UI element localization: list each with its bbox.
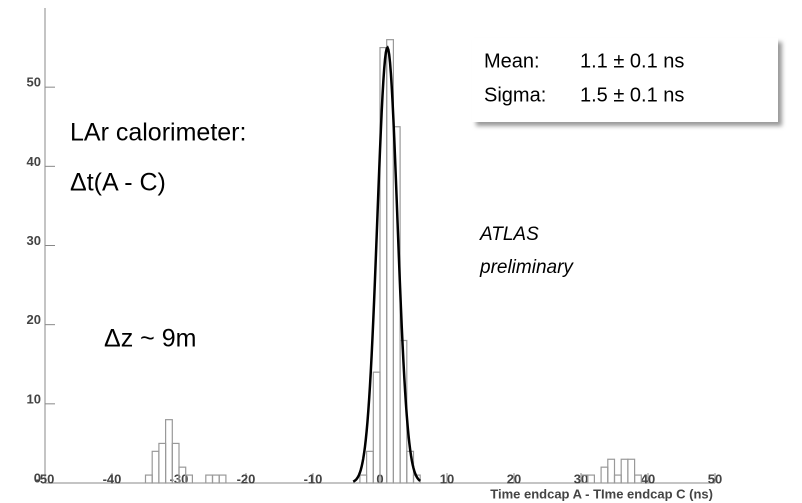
x-tick-label: -40	[103, 471, 122, 486]
x-tick-label: 50	[708, 471, 722, 486]
label-box	[64, 88, 350, 200]
histogram-bar	[359, 474, 368, 484]
histogram-bar	[144, 474, 153, 484]
y-tick-label: 10	[27, 391, 41, 406]
histogram-bar	[613, 474, 622, 484]
x-tick-label: 10	[440, 471, 454, 486]
x-tick-label: 20	[507, 471, 521, 486]
stats-label: Sigma:	[484, 84, 546, 106]
histogram-bar	[607, 458, 616, 484]
stats-value: 1.1 ± 0.1 ns	[580, 50, 684, 72]
histogram-bar	[171, 442, 180, 484]
annotation: preliminary	[479, 257, 574, 278]
histogram-bar	[600, 466, 609, 484]
annotation: Δt(A - C)	[70, 169, 166, 197]
histogram-bar	[627, 458, 636, 484]
y-tick-label: 40	[27, 154, 41, 169]
y-tick-label: 30	[27, 233, 41, 248]
annotation: LAr calorimeter:	[70, 119, 246, 147]
histogram-bar	[185, 474, 193, 484]
histogram-bar	[366, 450, 374, 484]
histogram-bar	[587, 474, 596, 484]
histogram-bar	[151, 450, 160, 484]
x-axis-title: Time endcap A - TIme endcap C (ns)	[490, 486, 713, 501]
histogram-bar	[372, 371, 381, 484]
x-tick-label: 40	[641, 471, 655, 486]
annotation: ATLAS	[479, 224, 539, 245]
stats-box	[472, 38, 778, 122]
histogram-bar	[620, 458, 629, 484]
label-box	[76, 302, 276, 380]
histogram-bar	[158, 442, 167, 484]
y-tick-label: 0	[34, 470, 41, 485]
histogram-bar	[633, 474, 642, 484]
histogram-bar	[218, 474, 227, 484]
x-tick-label: -50	[36, 471, 55, 486]
stats-label: Mean:	[484, 50, 540, 72]
stats-value: 1.5 ± 0.1 ns	[580, 84, 684, 106]
y-tick-label: 50	[27, 75, 41, 90]
annotation: Δz ~ 9m	[104, 325, 196, 353]
y-tick-label: 20	[27, 312, 41, 327]
fit-curve	[352, 45, 421, 483]
x-tick-label: -10	[304, 471, 323, 486]
x-tick-label: -20	[237, 471, 256, 486]
histogram-bar	[211, 474, 220, 484]
histogram-bar	[205, 474, 214, 484]
